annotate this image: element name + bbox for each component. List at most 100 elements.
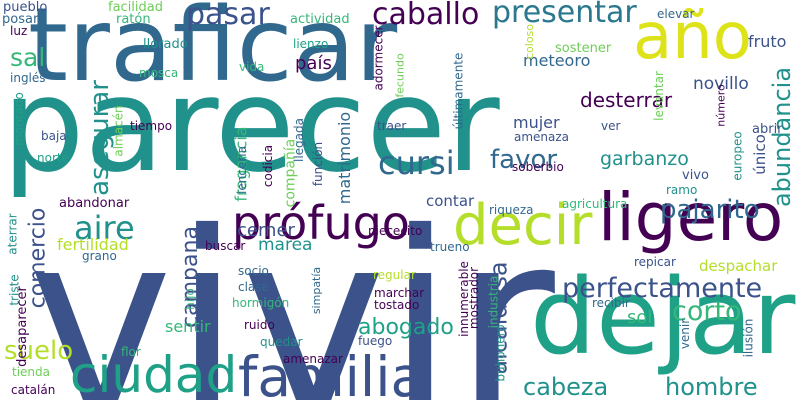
word-grano: grano bbox=[82, 249, 117, 263]
word-quedar: quedar bbox=[260, 335, 303, 349]
word-meteoro: meteoro bbox=[523, 51, 591, 70]
word-tiempo: tiempo bbox=[130, 119, 173, 133]
word-amenazar: amenazar bbox=[283, 352, 343, 366]
word-clase: clase bbox=[238, 280, 269, 294]
word-abandonar: abandonar bbox=[59, 196, 130, 211]
word-el: él bbox=[209, 97, 220, 111]
word-abundancia: abundancia bbox=[768, 66, 797, 208]
word-parecer: parecer bbox=[2, 49, 500, 201]
word-contar: contar bbox=[426, 192, 475, 210]
word-cabeza: cabeza bbox=[523, 373, 609, 400]
word-regular: regular bbox=[373, 268, 416, 282]
word-comercio: comercio bbox=[25, 207, 51, 309]
word-simpatia: simpatía bbox=[310, 266, 324, 315]
word-buscar: buscar bbox=[205, 239, 246, 253]
word-dejar: dejar bbox=[530, 256, 796, 378]
word-aire: aire bbox=[74, 209, 135, 247]
word-matrimonio: matrimonio bbox=[335, 111, 355, 205]
word-pasar: pasar bbox=[186, 0, 270, 32]
word-raton: ratón bbox=[116, 12, 151, 27]
word-socio: socio bbox=[238, 264, 269, 278]
word-suelo: suelo bbox=[4, 336, 74, 366]
word-industria: industria bbox=[486, 275, 501, 329]
word-familia: familia bbox=[238, 345, 425, 400]
word-fertilidad: fertilidad bbox=[57, 235, 129, 254]
word-soberbio: soberbio bbox=[512, 160, 564, 174]
word-amenaza: amenaza bbox=[514, 130, 570, 144]
word-campana: campana bbox=[177, 226, 203, 328]
word-unico: único bbox=[750, 134, 769, 175]
word-corto: corto bbox=[672, 296, 742, 327]
word-agricultura: agricultura bbox=[562, 197, 628, 211]
word-catalan: catalán bbox=[11, 383, 56, 397]
word-desaparecer: desaparecer bbox=[14, 286, 30, 367]
word-tienda: tienda bbox=[12, 365, 50, 379]
word-trueno: trueno bbox=[430, 240, 470, 254]
word-ramo: ramo bbox=[666, 183, 698, 197]
word-pueblo: pueblo bbox=[3, 0, 48, 15]
word-luz: luz bbox=[10, 24, 28, 38]
word-pais: país bbox=[295, 53, 332, 74]
word-garbanzo: garbanzo bbox=[600, 148, 689, 170]
word-piececito: piececito bbox=[368, 224, 423, 238]
word-montado: montado bbox=[11, 92, 26, 146]
word-vivo: vivo bbox=[682, 168, 709, 183]
word-llegada: llegada bbox=[292, 118, 306, 162]
word-levantar: levantar bbox=[651, 71, 666, 121]
word-cursi: cursi bbox=[378, 144, 455, 182]
word-profugo: prófugo bbox=[232, 196, 410, 250]
word-repicar: repicar bbox=[634, 255, 676, 269]
word-ruido: ruido bbox=[244, 318, 275, 332]
word-abogado: abogado bbox=[358, 315, 454, 340]
word-ciudad: ciudad bbox=[70, 346, 238, 400]
word-llorado: llorado bbox=[143, 37, 188, 52]
word-facilidad: facilidad bbox=[108, 0, 163, 15]
word-fruto: fruto bbox=[748, 32, 787, 51]
word-desterrar: desterrar bbox=[580, 88, 673, 112]
word-cerner: cerner bbox=[237, 220, 295, 241]
word-ver: ver bbox=[601, 119, 621, 133]
word-traficar: traficar bbox=[28, 0, 398, 105]
word-fecundo: fecundo bbox=[393, 53, 407, 98]
word-recibir: recibir bbox=[592, 296, 630, 310]
word-sal: sal bbox=[10, 43, 46, 72]
word-caballo: caballo bbox=[372, 0, 480, 32]
word-codicia: codicia bbox=[261, 144, 276, 188]
word-presentar: presentar bbox=[492, 0, 637, 30]
word-elevar: elevar bbox=[657, 7, 695, 21]
word-perfectamente: perfectamente bbox=[562, 273, 763, 304]
word-novillo: novillo bbox=[693, 74, 749, 94]
word-marchar: marchar bbox=[374, 286, 425, 300]
word-traer: traer bbox=[377, 119, 407, 133]
word-asegurar: asegurar bbox=[84, 80, 115, 196]
word-pajarito: pajarito bbox=[660, 195, 760, 225]
word-sol: sol bbox=[627, 307, 653, 328]
word-venir: venir bbox=[678, 318, 693, 350]
word-tostado: tostado bbox=[374, 298, 420, 312]
word-lenceria: lencería bbox=[234, 146, 249, 194]
word-marea: marea bbox=[258, 235, 313, 255]
word-mosca: mosca bbox=[139, 66, 179, 80]
word-funcion: función bbox=[311, 141, 326, 187]
word-ultimamente: últimamente bbox=[451, 52, 466, 130]
word-ligero: ligero bbox=[598, 179, 784, 256]
word-decir: decir bbox=[453, 193, 593, 258]
word-coloso: coloso bbox=[523, 23, 537, 60]
word-ingles: inglés bbox=[10, 71, 46, 85]
word-riqueza: riqueza bbox=[489, 203, 534, 217]
word-flor: flor bbox=[121, 345, 141, 359]
word-adormecer: adormecer bbox=[371, 25, 386, 91]
word-mujer: mujer bbox=[513, 113, 560, 132]
word-almacen: almacén bbox=[111, 105, 126, 157]
word-actividad: actividad bbox=[290, 12, 350, 27]
word-favor: favor bbox=[490, 145, 558, 175]
word-despachar: despachar bbox=[699, 257, 778, 275]
word-posar: posar bbox=[2, 12, 39, 27]
word-norte: norte bbox=[37, 151, 69, 165]
word-vida: vida bbox=[239, 60, 265, 74]
word-sostener: sostener bbox=[555, 41, 612, 56]
word-fuego: fuego bbox=[358, 334, 393, 348]
word-baja: baja bbox=[41, 129, 67, 143]
word-sentir: sentir bbox=[165, 317, 211, 336]
